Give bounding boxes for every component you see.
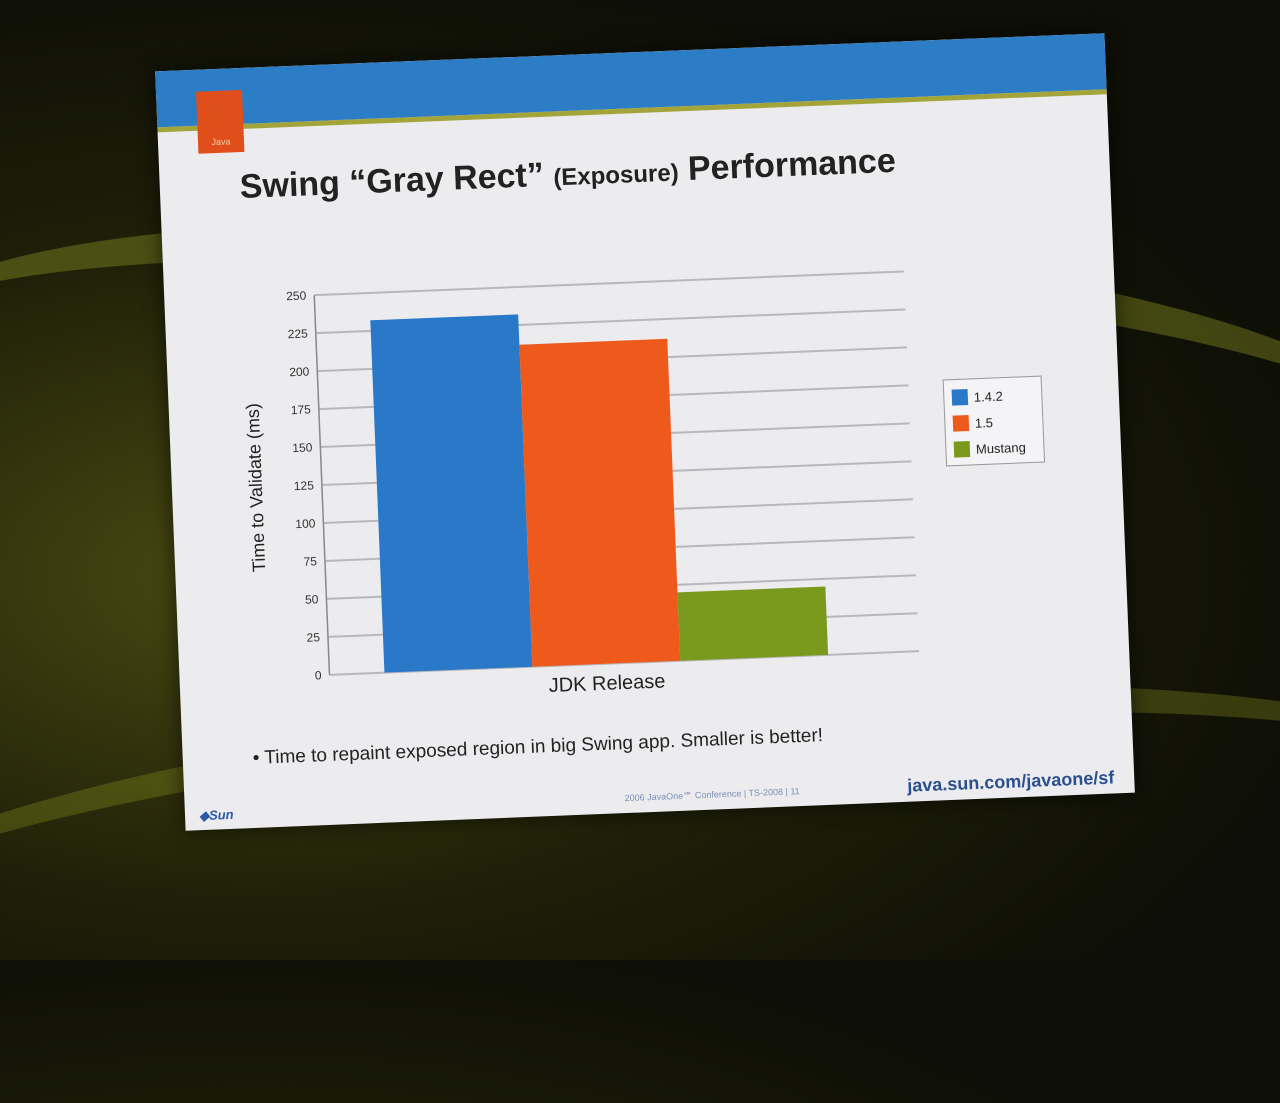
sun-logo: ◆Sun xyxy=(198,806,234,824)
y-tick-label: 200 xyxy=(289,364,310,379)
y-tick-label: 225 xyxy=(287,326,308,341)
title-part: Performance xyxy=(687,141,897,189)
java-logo: Java xyxy=(195,89,245,154)
y-tick-label: 175 xyxy=(291,402,312,417)
y-tick-label: 75 xyxy=(303,554,317,569)
title-part: Swing “Gray Rect” xyxy=(239,155,545,207)
y-tick-label: 50 xyxy=(305,592,319,607)
footer-url: java.sun.com/javaone/sf xyxy=(906,767,1115,796)
bar-Mustang xyxy=(677,586,829,661)
bar-142 xyxy=(370,314,533,673)
y-tick-label: 0 xyxy=(315,668,323,682)
legend-label: 1.5 xyxy=(975,415,994,431)
legend-swatch xyxy=(953,440,971,458)
y-axis xyxy=(313,295,331,675)
x-axis-label: JDK Release xyxy=(548,670,666,697)
y-tick-label: 25 xyxy=(306,630,320,645)
bar-chart: 0 25 50 75 100 125 150 175 200 225 250 JDK Release T… xyxy=(243,270,1046,697)
logo-text: Java xyxy=(211,136,231,148)
y-tick-label: 125 xyxy=(294,478,315,493)
legend-swatch xyxy=(951,389,969,406)
y-tick-label: 250 xyxy=(286,288,307,303)
y-tick-label: 150 xyxy=(292,440,313,455)
gridline xyxy=(314,270,904,297)
legend-swatch xyxy=(952,415,970,432)
legend-label: 1.4.2 xyxy=(974,389,1004,405)
title-small: (Exposure) xyxy=(552,159,680,192)
footer-info: 2006 JavaOne℠ Conference | TS-2008 | 11 xyxy=(624,786,800,804)
slide: Java Swing “Gray Rect” (Exposure) Perfor… xyxy=(155,33,1135,831)
slide-title: Swing “Gray Rect” (Exposure) Performance xyxy=(239,142,896,207)
y-axis-label: Time to Validate (ms) xyxy=(243,403,270,573)
bar-15 xyxy=(519,338,681,667)
y-tick-label: 100 xyxy=(295,516,316,531)
legend-label: Mustang xyxy=(976,440,1026,457)
